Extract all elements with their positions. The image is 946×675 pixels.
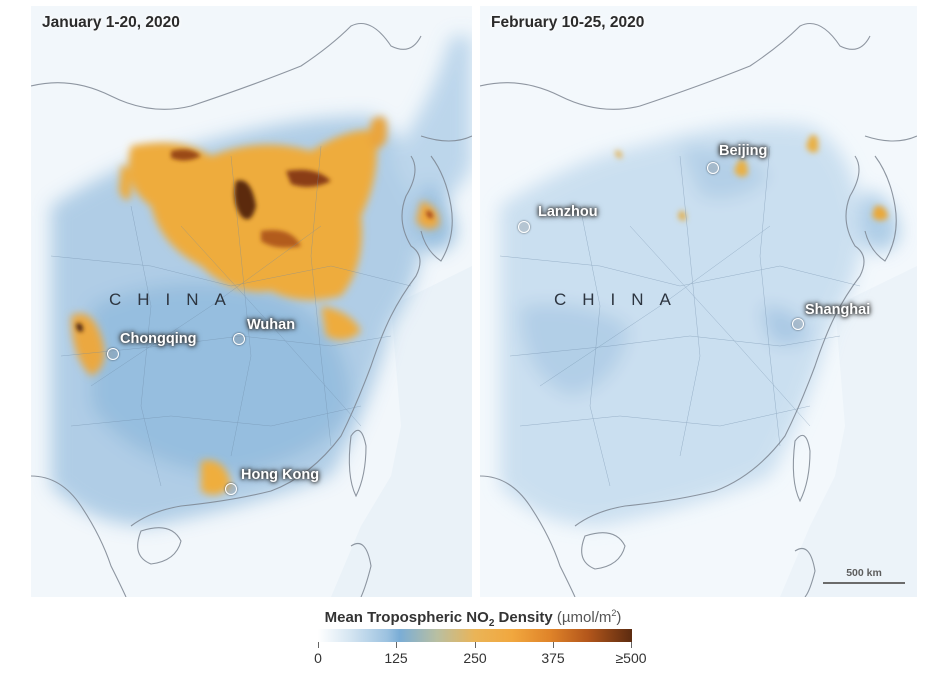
scale-bar: 500 km [823, 567, 905, 584]
legend-title-main: Mean Tropospheric NO [324, 609, 489, 626]
scale-bar-line [823, 582, 905, 584]
tick-mark [631, 642, 632, 648]
city-marker-icon [707, 162, 719, 174]
tick-label: 0 [314, 650, 322, 666]
country-label-china: CHINA [554, 290, 687, 309]
legend-unit-prefix: (µmol/m [552, 609, 612, 626]
color-legend: Mean Tropospheric NO2 Density (µmol/m2) … [0, 600, 946, 675]
city-label: Beijing [719, 143, 768, 159]
colorbar-ticks: 0 125 250 375 ≥500 [314, 642, 647, 672]
no2-map-february [480, 6, 917, 597]
city-marker-icon [518, 221, 530, 233]
tick-mark [318, 642, 319, 648]
city-label: Lanzhou [538, 204, 598, 220]
legend-unit-suffix: ) [616, 609, 622, 626]
city-marker-icon [233, 333, 245, 345]
panel-title-january: January 1-20, 2020 [42, 14, 180, 31]
colorbar [318, 629, 632, 642]
legend-unit-superscript: 2 [611, 608, 617, 618]
city-label: Wuhan [247, 317, 296, 333]
map-panel-january: January 1-20, 2020 CHINA Chongqing Wuhan… [31, 6, 472, 597]
scale-bar-label: 500 km [846, 567, 882, 579]
tick-label: 125 [384, 650, 408, 666]
map-panel-february: February 10-25, 2020 CHINA Beijing Lanzh… [480, 6, 917, 597]
tick-mark [475, 642, 476, 648]
legend-title-rest: Density [494, 609, 553, 626]
city-marker-icon [107, 348, 119, 360]
country-label-china: CHINA [109, 290, 242, 309]
city-label: Chongqing [120, 331, 197, 347]
tick-mark [553, 642, 554, 648]
panel-title-february: February 10-25, 2020 [491, 14, 645, 31]
legend-unit: (µmol/m2) [552, 608, 622, 626]
tick-label: ≥500 [615, 650, 647, 666]
legend-title: Mean Tropospheric NO2 Density (µmol/m2) [0, 608, 946, 629]
city-marker-icon [792, 318, 804, 330]
city-label: Hong Kong [241, 467, 320, 483]
city-label: Shanghai [805, 302, 871, 318]
tick-label: 375 [541, 650, 565, 666]
city-marker-icon [225, 483, 237, 495]
legend-title-subscript: 2 [488, 618, 495, 629]
tick-label: 250 [463, 650, 487, 666]
no2-map-january [31, 6, 472, 597]
tick-mark [396, 642, 397, 648]
